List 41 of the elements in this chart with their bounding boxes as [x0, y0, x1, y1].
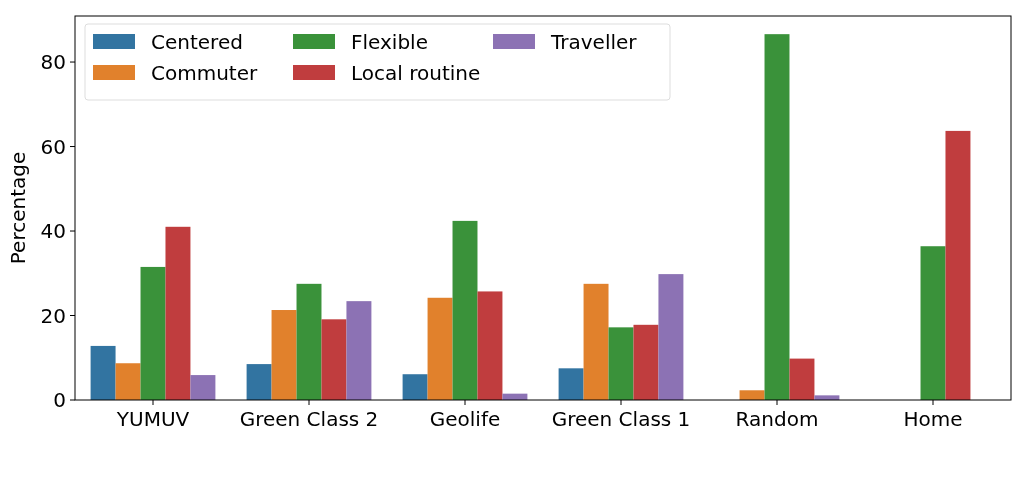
bar	[583, 283, 609, 400]
x-tick-label: YUMUV	[115, 407, 190, 431]
bar	[633, 324, 659, 400]
x-tick-label: Green Class 2	[239, 407, 379, 431]
legend-label: Local routine	[351, 61, 481, 85]
bar	[764, 34, 790, 400]
y-axis-title: Percentage	[6, 151, 30, 265]
bar	[296, 283, 322, 400]
bar	[165, 226, 191, 400]
bar	[739, 390, 765, 400]
y-tick-label: 0	[53, 388, 66, 412]
bar	[346, 301, 372, 400]
bar	[789, 358, 815, 400]
bar	[658, 274, 684, 400]
x-tick-label: Geolife	[429, 407, 501, 431]
legend-label: Centered	[151, 30, 243, 54]
bar	[246, 364, 272, 400]
x-tick-label: Green Class 1	[551, 407, 691, 431]
x-tick-label: Random	[735, 407, 819, 431]
bar	[477, 291, 503, 400]
y-tick-label: 60	[40, 134, 66, 159]
bar	[321, 319, 347, 400]
y-tick-label: 40	[40, 219, 66, 244]
legend-label: Traveller	[550, 30, 638, 54]
bar	[558, 368, 584, 400]
y-tick-label: 80	[40, 50, 66, 75]
bar	[190, 375, 216, 400]
bar	[271, 310, 297, 400]
bar	[608, 327, 634, 400]
x-tick-label: Home	[903, 407, 963, 431]
legend-label: Commuter	[151, 61, 258, 85]
legend-label: Flexible	[351, 30, 428, 54]
bar	[945, 130, 971, 400]
bar	[90, 345, 116, 400]
bar	[402, 374, 428, 400]
bar	[427, 297, 453, 400]
bar	[140, 266, 166, 400]
bar	[115, 363, 141, 400]
y-tick-label: 20	[40, 303, 66, 328]
bar	[920, 246, 946, 400]
bar	[452, 220, 478, 400]
